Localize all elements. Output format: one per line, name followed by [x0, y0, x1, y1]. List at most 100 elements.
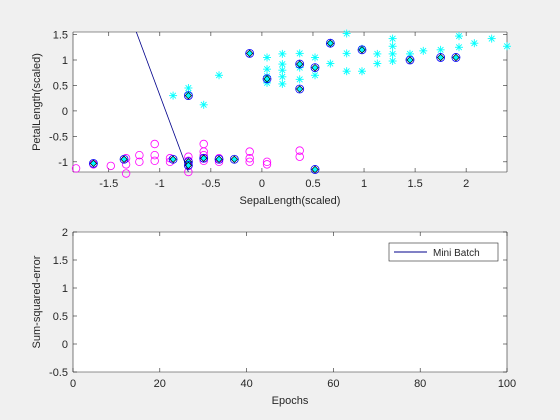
class-a-point [106, 161, 115, 171]
error-x-label: Epochs [272, 395, 309, 407]
y-tick-label: 0 [62, 106, 68, 118]
class-b-point [295, 75, 304, 84]
legend: Mini Batch [388, 242, 499, 262]
decision-boundary-line [135, 32, 189, 172]
scatter-axes: -1.5 -1 -0.5 0 0.5 1 1.5 2 -1 -0.5 0 0.5 1 1.5 SepalL… [31, 29, 511, 207]
class-b-point [169, 91, 178, 100]
y-tick-label: 1 [62, 283, 68, 295]
class-a-point [71, 164, 81, 173]
class-b-point [455, 32, 464, 41]
class-a-point [150, 150, 159, 160]
class-b-point [388, 57, 397, 66]
sample-point [295, 59, 305, 69]
sample-point [325, 38, 335, 48]
sample-point [262, 74, 272, 84]
sample-point [295, 84, 305, 94]
class-b-point [278, 49, 287, 58]
x-tick-label: 40 [240, 378, 252, 390]
class-b-point [388, 49, 397, 58]
y-tick-label: 0.5 [53, 80, 68, 92]
class-b-point [503, 42, 511, 51]
sample-point [245, 48, 255, 58]
scatter-ticks: -1.5 -1 -0.5 0 0.5 1 1.5 2 -1 -0.5 0 0.5 1 1.5 [49, 30, 507, 190]
x-tick-label: -1.5 [99, 178, 118, 190]
class-a-point [295, 152, 304, 161]
y-tick-label: 0 [62, 339, 68, 351]
y-tick-label: 1 [62, 55, 68, 67]
legend-box [388, 242, 499, 262]
class-a-point [135, 150, 144, 160]
sample-point [119, 154, 129, 164]
class-a-point [262, 157, 272, 167]
error-ticks: 0 20 40 60 80 100-0.500.511.52 [49, 227, 516, 390]
y-tick-label: -0.5 [49, 131, 68, 143]
class-b-point [419, 46, 428, 55]
y-tick-label: 1.5 [53, 30, 68, 42]
x-tick-label: 60 [327, 378, 339, 390]
class-b-point [278, 79, 287, 88]
legend-entry-mini-batch: Mini Batch [433, 248, 480, 259]
sample-point [89, 158, 98, 168]
scatter-y-label: PetalLength(scaled) [31, 53, 43, 151]
y-tick-label: 2 [62, 227, 68, 239]
sample-point [199, 153, 209, 163]
x-tick-label: -0.5 [201, 178, 220, 190]
x-tick-label: 0.5 [305, 178, 320, 190]
class-b-point [373, 59, 382, 68]
class-b-point [388, 42, 397, 51]
class-b-point [470, 39, 479, 48]
class-b-point [357, 67, 366, 76]
x-tick-label: 0 [70, 378, 76, 390]
class-b-point [311, 71, 320, 80]
class-a-point [295, 146, 304, 155]
scatter-x-label: SepalLength(scaled) [240, 195, 341, 207]
class-b-point [373, 49, 382, 58]
class-b-point [342, 67, 351, 76]
y-tick-label: 1.5 [53, 255, 68, 267]
class-b-point [199, 100, 208, 109]
class-a-point [262, 160, 272, 169]
sample-point [310, 165, 320, 174]
class-b-point [215, 71, 224, 80]
class-a-point [245, 147, 254, 156]
x-tick-label: -1 [155, 178, 165, 190]
sample-point [214, 154, 224, 164]
sample-point [405, 55, 415, 65]
x-tick-label: 80 [414, 378, 426, 390]
class-b-point [455, 43, 464, 52]
class-a-point [150, 156, 159, 165]
sample-point [229, 154, 239, 164]
sample-point [451, 53, 461, 62]
class-b-point [388, 34, 397, 43]
class-b-point [278, 72, 287, 81]
x-tick-label: 20 [154, 378, 166, 390]
sample-point [183, 160, 193, 170]
class-b-point [326, 59, 335, 68]
x-tick-label: 1.5 [407, 178, 422, 190]
class-a-point [135, 157, 144, 167]
x-tick-label: 1 [361, 178, 367, 190]
error-y-label: Sum-squared-error [31, 255, 43, 348]
class-b-point [436, 45, 445, 54]
x-tick-label: 100 [498, 378, 516, 390]
y-tick-label: 0.5 [53, 311, 68, 323]
sample-point [310, 63, 320, 73]
y-tick-label: -1 [58, 157, 68, 169]
sample-point [168, 154, 178, 164]
sample-point [436, 53, 446, 62]
class-b-point [295, 49, 304, 58]
class-b-point [263, 53, 272, 62]
class-b-point [487, 34, 496, 43]
x-tick-label: 0 [259, 178, 265, 190]
sample-point [183, 91, 193, 101]
class-b-point [342, 29, 351, 38]
y-tick-label: -0.5 [49, 367, 68, 379]
error-axes: 0 20 40 60 80 100-0.500.511.52 Epochs Sum-squ… [31, 227, 516, 407]
sample-point [357, 45, 367, 55]
class-a-point [245, 157, 254, 167]
scatter-marks [71, 29, 511, 178]
class-b-point [342, 49, 351, 58]
class-b-point [311, 53, 320, 62]
class-a-point [245, 154, 254, 163]
